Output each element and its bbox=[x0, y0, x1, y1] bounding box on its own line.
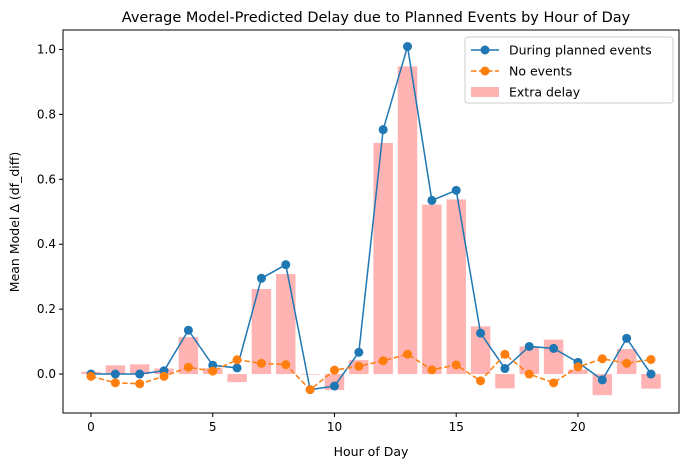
point-no-events-10 bbox=[329, 365, 339, 375]
point-during-planned-events-8 bbox=[281, 260, 291, 270]
legend-label-no-events: No events bbox=[509, 64, 572, 79]
point-no-events-11 bbox=[354, 361, 364, 371]
point-no-events-19 bbox=[549, 378, 559, 388]
legend-box bbox=[464, 36, 674, 104]
point-no-events-13 bbox=[403, 349, 413, 359]
bar-extra-delay-20 bbox=[568, 369, 588, 375]
bar-extra-delay-4 bbox=[178, 337, 199, 375]
x-axis: 0 5 10 15 20 bbox=[87, 413, 586, 434]
bar-extra-delay-23 bbox=[641, 374, 661, 389]
point-no-events-12 bbox=[378, 356, 388, 366]
bar-extra-delay-8 bbox=[276, 274, 296, 375]
point-no-events-2 bbox=[135, 379, 145, 389]
point-no-events-4 bbox=[183, 362, 193, 372]
point-no-events-14 bbox=[427, 365, 437, 375]
y-tick-label-0: 0.0 bbox=[37, 367, 56, 381]
bar-extra-delay-14 bbox=[422, 204, 442, 375]
point-no-events-17 bbox=[500, 349, 510, 359]
bar-extra-delay-9 bbox=[300, 374, 320, 375]
bar-extra-delay-21 bbox=[592, 374, 613, 396]
bar-extra-delay-16 bbox=[470, 326, 491, 375]
point-during-planned-events-19 bbox=[549, 343, 559, 353]
point-during-planned-events-10 bbox=[329, 381, 339, 391]
x-tick-label-20: 20 bbox=[570, 420, 585, 434]
point-no-events-9 bbox=[305, 385, 315, 395]
y-tick-label-0.8: 0.8 bbox=[37, 107, 56, 121]
point-during-planned-events-2 bbox=[135, 369, 145, 379]
point-during-planned-events-23 bbox=[646, 369, 656, 379]
bar-extra-delay-7 bbox=[251, 289, 272, 375]
bar-extra-delay-17 bbox=[495, 374, 515, 389]
legend-swatch-extra-delay bbox=[471, 87, 499, 97]
point-no-events-7 bbox=[256, 358, 266, 368]
point-during-planned-events-6 bbox=[232, 363, 242, 373]
x-tick-label-15: 15 bbox=[449, 420, 464, 434]
y-tick-label-0.6: 0.6 bbox=[37, 172, 56, 186]
bar-extra-delay-13 bbox=[397, 66, 418, 375]
point-during-planned-events-22 bbox=[622, 333, 632, 343]
point-no-events-23 bbox=[646, 354, 656, 364]
point-no-events-16 bbox=[476, 376, 486, 386]
point-during-planned-events-12 bbox=[378, 125, 388, 135]
x-tick-label-10: 10 bbox=[327, 420, 342, 434]
y-axis: 0.0 0.2 0.4 0.6 0.8 1.0 bbox=[37, 42, 63, 381]
series-line-during-planned-events bbox=[91, 46, 652, 391]
point-no-events-1 bbox=[110, 378, 120, 388]
point-no-events-5 bbox=[208, 366, 218, 376]
plot-area bbox=[81, 42, 661, 396]
point-during-planned-events-15 bbox=[451, 185, 461, 195]
point-no-events-3 bbox=[159, 371, 169, 381]
legend: During planned events No events Extra dela… bbox=[464, 36, 674, 104]
point-no-events-6 bbox=[232, 355, 242, 365]
x-axis-label: Hour of Day bbox=[334, 444, 409, 459]
x-tick-label-5: 5 bbox=[209, 420, 217, 434]
axes-frame bbox=[62, 29, 680, 414]
point-during-planned-events-7 bbox=[256, 273, 266, 283]
chart-title: Average Model-Predicted Delay due to Pla… bbox=[122, 10, 631, 26]
x-tick-label-0: 0 bbox=[87, 420, 95, 434]
legend-label-extra-delay: Extra delay bbox=[509, 85, 581, 100]
bar-extra-delay-15 bbox=[446, 199, 466, 375]
bar-extra-delay-2 bbox=[129, 364, 150, 375]
point-no-events-20 bbox=[573, 362, 583, 372]
point-during-planned-events-17 bbox=[500, 364, 510, 374]
point-no-events-22 bbox=[622, 358, 632, 368]
bar-extra-delay-12 bbox=[373, 142, 393, 375]
point-during-planned-events-1 bbox=[110, 369, 120, 379]
point-during-planned-events-11 bbox=[354, 347, 364, 357]
point-during-planned-events-14 bbox=[427, 195, 437, 205]
y-axis-label: Mean Model Δ (df_diff) bbox=[7, 152, 22, 292]
bar-extra-delay-6 bbox=[227, 374, 247, 383]
series-line-no-events bbox=[90, 353, 652, 391]
y-tick-label-1: 1.0 bbox=[37, 42, 56, 56]
point-no-events-18 bbox=[524, 369, 534, 379]
y-tick-label-0.2: 0.2 bbox=[37, 302, 56, 316]
bar-extra-delay-18 bbox=[519, 346, 539, 375]
point-during-planned-events-13 bbox=[403, 42, 413, 52]
point-no-events-21 bbox=[597, 354, 607, 364]
point-during-planned-events-4 bbox=[183, 325, 193, 335]
legend-label-during-planned-events: During planned events bbox=[509, 43, 652, 58]
point-no-events-15 bbox=[451, 360, 461, 370]
y-tick-label-0.4: 0.4 bbox=[37, 237, 56, 251]
point-no-events-0 bbox=[86, 371, 96, 381]
point-during-planned-events-18 bbox=[524, 341, 534, 351]
point-during-planned-events-16 bbox=[476, 328, 486, 338]
legend-marker-during-planned-events bbox=[480, 45, 490, 55]
legend-marker-no-events bbox=[480, 66, 490, 76]
point-during-planned-events-21 bbox=[597, 375, 607, 385]
point-no-events-8 bbox=[281, 360, 291, 370]
